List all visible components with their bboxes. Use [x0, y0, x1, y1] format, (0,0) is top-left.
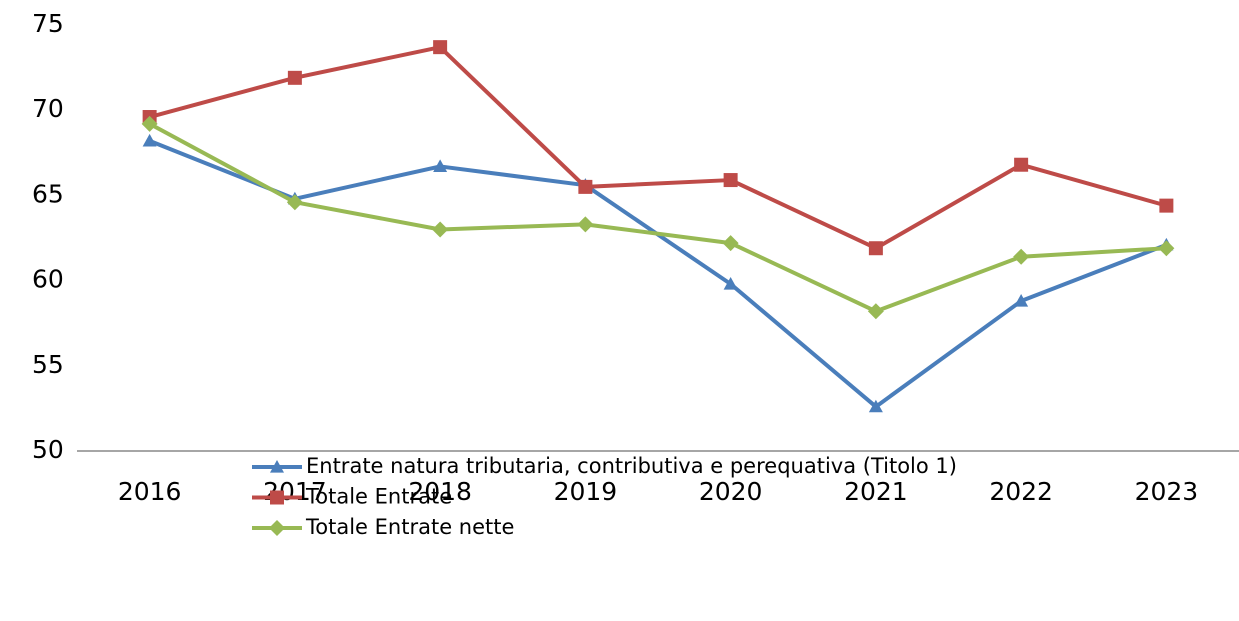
marker	[577, 216, 594, 233]
marker	[723, 277, 738, 290]
series-line	[148, 122, 1167, 314]
marker	[1158, 240, 1175, 257]
marker	[270, 460, 284, 473]
y-tick-label: 50	[32, 435, 64, 464]
marker	[1159, 198, 1174, 213]
marker	[722, 235, 739, 252]
x-tick-label: 2020	[699, 477, 763, 506]
y-tick-label: 75	[32, 9, 64, 38]
marker	[868, 399, 883, 413]
marker	[433, 40, 448, 55]
y-tick-label: 70	[32, 94, 64, 123]
legend-label: Totale Entrate	[305, 485, 452, 509]
marker	[142, 133, 157, 147]
marker	[270, 490, 284, 505]
marker	[269, 520, 285, 536]
legend-label: Totale Entrate nette	[305, 515, 514, 539]
x-tick-label: 2019	[554, 477, 618, 506]
marker	[578, 179, 593, 194]
marker	[286, 194, 303, 211]
marker	[1014, 157, 1029, 172]
series-line	[148, 139, 1168, 409]
y-tick-label: 65	[32, 179, 64, 208]
x-tick-label: 2016	[118, 477, 182, 506]
x-tick-label: 2021	[844, 477, 908, 506]
marker	[1014, 294, 1029, 307]
x-tick-label: 2023	[1135, 477, 1199, 506]
marker	[868, 241, 883, 256]
marker	[432, 221, 449, 238]
marker	[1013, 248, 1030, 265]
marker	[287, 70, 302, 85]
y-tick-label: 60	[32, 265, 64, 294]
marker	[433, 159, 448, 173]
x-tick-label: 2022	[989, 477, 1053, 506]
marker	[723, 173, 738, 188]
marker	[141, 115, 158, 132]
legend-label: Entrate natura tributaria, contributiva …	[306, 454, 957, 478]
y-tick-label: 55	[32, 350, 64, 379]
series-line	[149, 45, 1167, 251]
x-tick-label: 2018	[408, 477, 472, 506]
marker	[867, 303, 884, 320]
